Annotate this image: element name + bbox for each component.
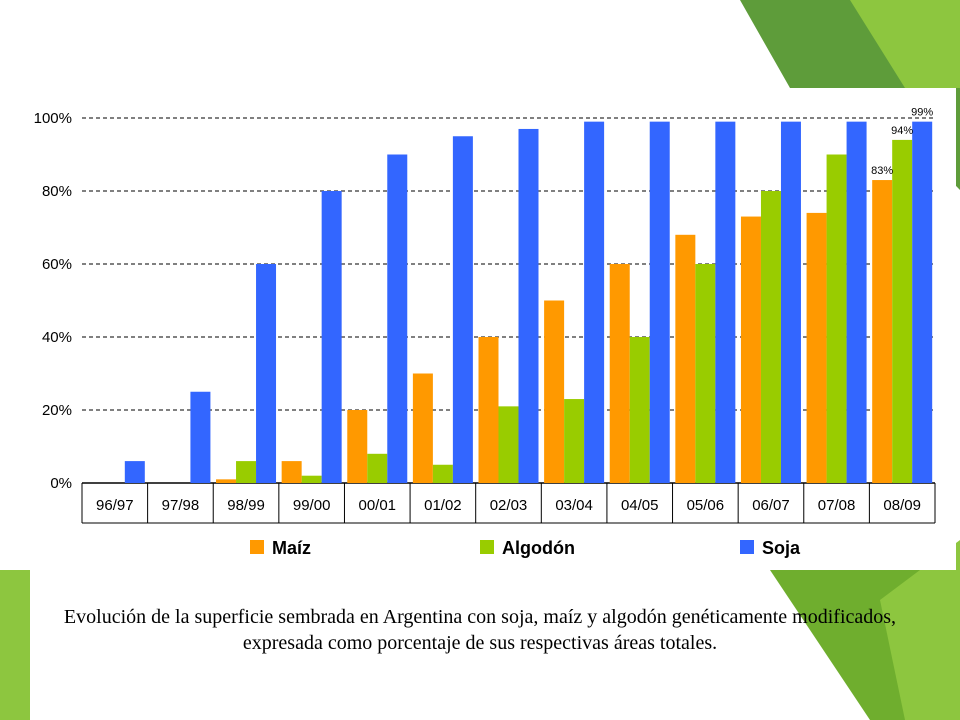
caption: Evolución de la superficie sembrada en A… [63,606,897,654]
bar-maiz [609,264,630,483]
bar-algodon [301,475,322,483]
y-tick-label: 40% [42,329,72,346]
bar-maiz [478,337,499,483]
x-category-label: 01/02 [424,497,462,514]
bar-algodon [432,464,453,483]
bar-algodon [629,337,650,483]
data-labels: 83% 94% 99% [871,107,933,177]
bar-algodon [564,399,585,483]
bar-algodon [826,154,847,483]
bar-algodon [695,264,716,483]
bar-maiz [412,373,433,483]
x-category-label: 04/05 [621,497,659,514]
legend-label: Algodón [502,538,575,558]
bar-maiz [347,410,368,483]
y-tick-label: 0% [50,475,72,492]
legend: Maíz Algodón Soja [250,538,801,558]
bars [124,121,933,484]
bar-soja [780,121,801,484]
bar-algodon [892,139,913,483]
bar-soja [846,121,867,484]
bar-soja [912,121,933,484]
bar-maiz [740,216,761,484]
bar-algodon [498,406,519,483]
y-tick-label: 60% [42,256,72,273]
legend-label: Soja [762,538,801,558]
x-category-label: 98/99 [227,497,265,514]
x-category-label: 08/09 [883,497,921,514]
bar-soja [715,121,736,484]
x-category-label: 00/01 [358,497,396,514]
x-category-label: 05/06 [687,497,725,514]
x-category-label: 06/07 [752,497,790,514]
legend-swatch [740,540,754,554]
bar-maiz [675,234,696,483]
data-label: 83% [871,165,893,177]
bar-soja [321,191,342,483]
bar-chart: 0% 20% 40% 60% 80% 100% 96/97 97/98 98/99 99/00 0… [34,107,936,558]
x-category-label: 97/98 [162,497,200,514]
y-tick-label: 20% [42,402,72,419]
bar-soja [452,136,473,483]
chart-panel: 0% 20% 40% 60% 80% 100% 96/97 97/98 98/99 99/00 0… [0,88,956,570]
bar-maiz [806,212,827,483]
legend-swatch [480,540,494,554]
y-tick-label: 100% [34,110,72,127]
bar-soja [190,391,211,483]
x-category-label: 96/97 [96,497,134,514]
y-tick-label: 80% [42,183,72,200]
bar-soja [256,264,277,483]
bar-soja [649,121,670,484]
bar-algodon [760,191,781,483]
bar-maiz [872,180,893,484]
data-label: 94% [891,125,913,137]
bar-maiz [281,461,302,483]
bar-algodon [367,453,388,483]
bar-maiz [216,479,237,483]
x-category-label: 07/08 [818,497,856,514]
legend-label: Maíz [272,538,311,558]
bar-soja [124,461,145,483]
deco-shape-left [0,570,30,720]
bar-soja [584,121,605,484]
bar-soja [387,154,408,483]
deco-shape-top-light [850,0,960,88]
data-label: 99% [911,107,933,119]
legend-swatch [250,540,264,554]
bar-soja [518,128,539,483]
x-category-label: 99/00 [293,497,331,514]
x-axis-categories: 96/97 97/98 98/99 99/00 00/01 01/02 02/03 03/04… [96,497,921,514]
deco-shape-bottom-light [880,540,960,720]
y-axis-ticks: 0% 20% 40% 60% 80% 100% [34,110,72,492]
bar-maiz [544,300,565,483]
x-category-label: 02/03 [490,497,528,514]
x-category-label: 03/04 [555,497,593,514]
bar-algodon [236,461,257,483]
